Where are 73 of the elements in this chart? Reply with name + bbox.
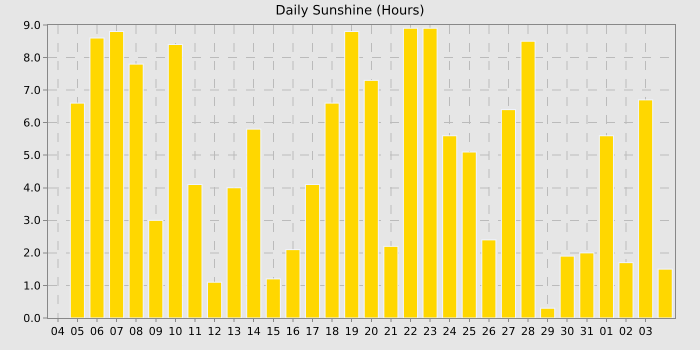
bar	[658, 268, 673, 318]
x-tick-label: 27	[501, 325, 516, 338]
bar	[520, 40, 536, 318]
x-tick-label: 23	[423, 325, 438, 338]
y-tick-label: 7.0	[23, 84, 41, 97]
x-tick-label: 26	[482, 325, 496, 338]
x-tick-label: 20	[364, 325, 378, 338]
x-tick-label: 31	[580, 325, 594, 338]
x-tick-label: 24	[442, 325, 457, 338]
bar	[598, 135, 614, 318]
x-tick-label: 14	[246, 325, 261, 338]
bar	[187, 184, 203, 318]
x-tick-label: 13	[227, 325, 242, 338]
bar	[304, 184, 320, 318]
bar	[442, 135, 458, 318]
x-tick-label: 04	[50, 325, 65, 338]
x-tick-label: 10	[168, 325, 182, 338]
x-tick-label: 11	[188, 325, 202, 338]
bar	[344, 31, 360, 318]
x-tick-label: 16	[286, 325, 300, 338]
x-tick-label: 08	[129, 325, 144, 338]
x-tick-label: 21	[384, 325, 398, 338]
x-tick-label: 07	[110, 325, 124, 338]
y-tick-label: 5.0	[23, 149, 41, 162]
y-tick-label: 6.0	[23, 116, 41, 130]
bar	[70, 102, 85, 318]
bar	[128, 64, 144, 318]
bar	[618, 262, 634, 318]
bar	[266, 278, 281, 318]
bar	[383, 246, 398, 318]
x-tick-label: 01	[599, 325, 614, 338]
x-tick-label: 28	[521, 325, 536, 338]
y-tick-label: 1.0	[23, 279, 41, 292]
bar	[402, 28, 418, 318]
bar	[324, 102, 340, 318]
bar	[168, 44, 183, 318]
x-tick-label: 25	[462, 325, 476, 338]
bar	[638, 99, 654, 318]
x-tick-label: 09	[148, 325, 163, 338]
bar	[422, 28, 438, 318]
y-tick-label: 4.0	[23, 182, 41, 195]
bar	[462, 151, 477, 318]
bar	[148, 220, 164, 318]
y-tick-label: 8.0	[23, 51, 41, 64]
x-tick-label: 12	[208, 325, 222, 338]
x-tick-label: 03	[638, 325, 653, 338]
y-tick-label: 2.0	[23, 246, 41, 260]
x-tick-label: 02	[619, 325, 634, 338]
y-tick-label: 9.0	[23, 18, 41, 32]
x-tick-label: 05	[70, 325, 84, 338]
bar	[481, 239, 496, 318]
bar	[579, 252, 594, 318]
x-tick-label: 29	[540, 325, 555, 338]
x-tick-label: 17	[306, 325, 320, 338]
chart-title: Daily Sunshine (Hours)	[276, 3, 424, 18]
bar	[246, 128, 262, 318]
bar	[109, 31, 124, 318]
x-tick-label: 15	[266, 325, 280, 338]
y-tick-label: 0.0	[23, 312, 41, 325]
x-tick-label: 22	[403, 325, 418, 338]
x-tick-label: 06	[90, 325, 104, 338]
bar	[540, 308, 556, 318]
x-tick-label: 19	[344, 325, 359, 338]
bar	[500, 109, 516, 318]
bar	[285, 249, 300, 318]
bar	[560, 256, 575, 318]
bar	[206, 282, 222, 318]
x-tick-label: 18	[325, 325, 340, 338]
bar	[89, 38, 105, 318]
bar	[226, 187, 242, 318]
x-tick-label: 30	[560, 325, 574, 338]
y-tick-label: 3.0	[23, 214, 41, 228]
bar	[364, 80, 379, 318]
